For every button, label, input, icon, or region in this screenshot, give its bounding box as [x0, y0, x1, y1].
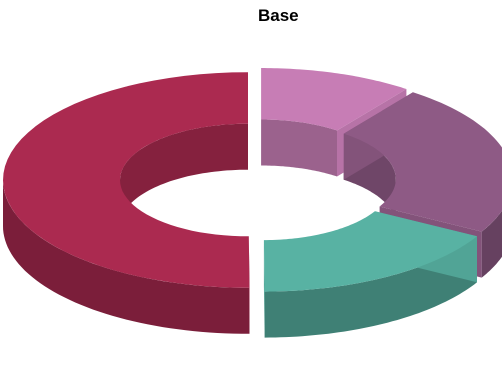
slice-3-top — [263, 211, 477, 292]
slice-2-outer-wall — [481, 210, 502, 278]
slice-2-top — [343, 92, 502, 232]
slice-4-outer-wall — [3, 180, 250, 334]
slice-4-top — [3, 72, 250, 288]
slice-1-inner-wall — [261, 119, 337, 177]
slice-3-outer-wall — [264, 236, 477, 338]
slice-1-top — [261, 68, 407, 131]
slice-3-side-2 — [263, 240, 265, 338]
slice-4-inner-wall — [120, 123, 248, 226]
chart-title: Base — [258, 6, 299, 25]
